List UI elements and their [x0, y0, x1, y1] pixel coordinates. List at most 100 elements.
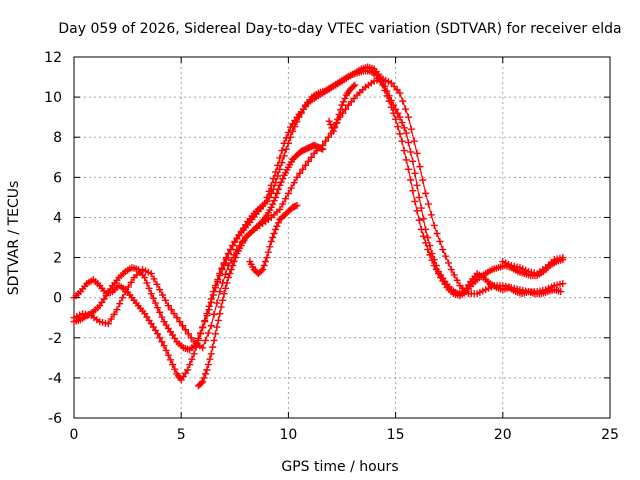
- data-point-interp: [200, 374, 208, 382]
- data-point: [224, 250, 232, 258]
- data-point-interp: [156, 334, 164, 342]
- data-point: [207, 322, 215, 330]
- data-point-interp: [184, 330, 192, 338]
- data-point-interp: [213, 299, 221, 307]
- data-point-interp: [167, 306, 175, 314]
- data-point: [154, 304, 162, 312]
- data-point: [557, 288, 565, 296]
- data-point: [203, 366, 211, 374]
- data-point-interp: [272, 168, 280, 176]
- y-tick-label: 8: [53, 130, 62, 146]
- data-point-interp: [273, 189, 281, 197]
- data-point-interp: [196, 329, 204, 337]
- data-point-interp: [419, 215, 427, 223]
- data-point-interp: [433, 229, 441, 237]
- data-point-interp: [222, 284, 230, 292]
- data-point-interp: [209, 343, 217, 351]
- data-point: [385, 97, 393, 105]
- data-point: [212, 330, 220, 338]
- data-point: [417, 225, 425, 233]
- data-point-interp: [322, 137, 330, 145]
- y-tick-label: 6: [53, 170, 62, 186]
- series-track-f: [325, 81, 359, 135]
- x-tick-label: 10: [279, 427, 297, 443]
- data-point-interp: [269, 234, 277, 241]
- data-point-interp: [304, 157, 312, 165]
- data-point-interp: [204, 361, 212, 369]
- grid: [74, 57, 610, 418]
- data-point: [156, 286, 164, 294]
- data-point-interp: [341, 94, 349, 102]
- x-tick-label: 5: [177, 427, 186, 443]
- data-point-interp: [399, 97, 407, 105]
- data-point: [229, 262, 237, 270]
- data-point-interp: [110, 310, 118, 318]
- data-point: [404, 113, 412, 121]
- data-point-interp: [413, 181, 421, 189]
- data-point-interp: [422, 239, 430, 247]
- data-point-interp: [307, 153, 315, 161]
- data-point-interp: [206, 355, 214, 363]
- chart-title: Day 059 of 2026, Sidereal Day-to-day VTE…: [58, 21, 621, 37]
- data-point: [329, 127, 337, 135]
- data-point-interp: [216, 272, 224, 280]
- data-point-interp: [280, 152, 288, 160]
- data-point-interp: [219, 296, 227, 304]
- data-point-interp: [436, 238, 444, 246]
- data-point: [121, 288, 129, 296]
- data-point-interp: [434, 270, 442, 278]
- data-point-interp: [273, 222, 281, 230]
- data-point-interp: [389, 109, 397, 117]
- data-point: [351, 81, 359, 89]
- data-point-interp: [402, 156, 410, 164]
- data-point-interp: [444, 259, 452, 267]
- data-point: [289, 127, 297, 135]
- data-point: [272, 225, 280, 233]
- data-point-interp: [290, 179, 298, 187]
- data-point: [104, 320, 112, 328]
- data-point-interp: [107, 315, 115, 323]
- data-point: [164, 302, 172, 310]
- data-point-interp: [299, 165, 307, 173]
- data-point-interp: [410, 137, 418, 145]
- data-point-interp: [291, 123, 299, 131]
- data-point-interp: [335, 110, 343, 118]
- data-point: [220, 290, 228, 298]
- series-track-e: [246, 201, 301, 278]
- data-point-interp: [407, 148, 415, 156]
- data-point-interp: [387, 103, 395, 111]
- data-point-interp: [349, 82, 357, 90]
- data-point: [173, 314, 181, 322]
- data-point-interp: [453, 276, 461, 284]
- data-point: [284, 189, 292, 197]
- data-point-interp: [214, 278, 222, 286]
- data-point: [154, 330, 162, 338]
- data-point: [199, 378, 207, 386]
- data-point-interp: [169, 361, 177, 369]
- data-point-interp: [332, 119, 340, 127]
- data-point: [207, 350, 215, 358]
- data-point: [113, 306, 121, 314]
- data-point-interp: [186, 361, 194, 369]
- data-point-interp: [339, 98, 347, 106]
- x-tick-label: 15: [387, 427, 405, 443]
- data-point-interp: [411, 169, 419, 177]
- data-point-interp: [287, 184, 295, 192]
- data-point: [422, 189, 430, 197]
- series-track-d: [194, 141, 327, 390]
- data-point: [272, 193, 280, 201]
- data-point: [559, 280, 567, 288]
- data-point-interp: [327, 121, 335, 129]
- data-point: [276, 165, 284, 173]
- data-point-interp: [217, 303, 225, 311]
- data-point-interp: [284, 139, 292, 147]
- data-point: [413, 149, 421, 157]
- data-point-interp: [153, 280, 161, 288]
- data-point-interp: [442, 252, 450, 260]
- data-point: [181, 326, 189, 334]
- data-point: [411, 197, 419, 205]
- data-point-interp: [162, 346, 170, 354]
- series-trail: [73, 70, 563, 351]
- data-point-interp: [145, 284, 153, 292]
- data-point-interp: [407, 176, 415, 184]
